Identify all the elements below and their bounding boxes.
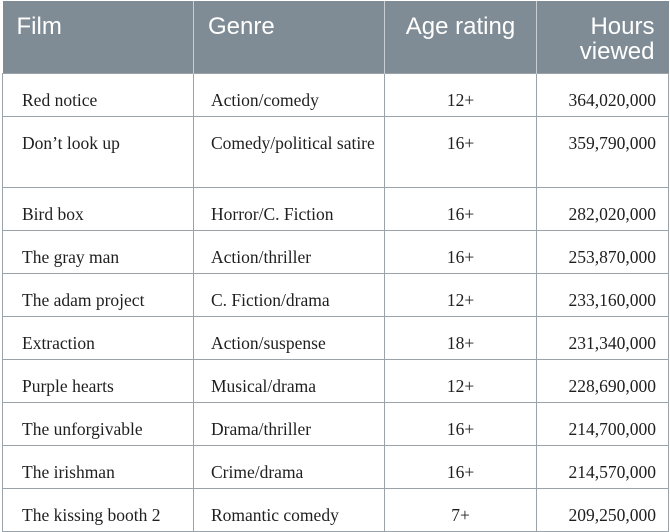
film-cell: The kissing booth 2 <box>2 488 194 532</box>
age-rating-cell: 12+ <box>384 273 537 317</box>
genre-cell: Romantic comedy <box>193 488 385 532</box>
table-row: Bird box Horror/C. Fiction 16+ 282,020,0… <box>2 187 669 231</box>
table-body: Red notice Action/comedy 12+ 364,020,000… <box>2 73 669 532</box>
age-rating-cell: 16+ <box>384 116 537 188</box>
age-rating-cell: 12+ <box>384 359 537 403</box>
hours-viewed-cell: 233,160,000 <box>536 273 669 317</box>
column-header-age-rating: Age rating <box>384 1 537 74</box>
table-row: The adam project C. Fiction/drama 12+ 23… <box>2 273 669 317</box>
hours-viewed-cell: 253,870,000 <box>536 230 669 274</box>
film-cell: The gray man <box>2 230 194 274</box>
table-row: Red notice Action/comedy 12+ 364,020,000 <box>2 73 669 117</box>
hours-viewed-cell: 214,570,000 <box>536 445 669 489</box>
genre-cell: C. Fiction/drama <box>193 273 385 317</box>
column-header-film: Film <box>2 1 194 74</box>
genre-cell: Musical/drama <box>193 359 385 403</box>
film-cell: Red notice <box>2 73 194 117</box>
genre-cell: Crime/drama <box>193 445 385 489</box>
genre-cell: Horror/C. Fiction <box>193 187 385 231</box>
genre-cell: Action/suspense <box>193 316 385 360</box>
genre-cell: Action/comedy <box>193 73 385 117</box>
age-rating-cell: 16+ <box>384 402 537 446</box>
table-row: Don’t look up Comedy/political satire 16… <box>2 116 669 188</box>
table-row: The kissing booth 2 Romantic comedy 7+ 2… <box>2 488 669 532</box>
age-rating-cell: 16+ <box>384 187 537 231</box>
header-row: Film Genre Age rating Hours viewed <box>2 1 669 74</box>
table-row: Extraction Action/suspense 18+ 231,340,0… <box>2 316 669 360</box>
film-cell: The adam project <box>2 273 194 317</box>
film-cell: Purple hearts <box>2 359 194 403</box>
film-cell: Don’t look up <box>2 116 194 188</box>
table-header: Film Genre Age rating Hours viewed <box>2 1 669 74</box>
column-header-genre: Genre <box>193 1 385 74</box>
table-row: Purple hearts Musical/drama 12+ 228,690,… <box>2 359 669 403</box>
hours-viewed-cell: 364,020,000 <box>536 73 669 117</box>
table-row: The unforgivable Drama/thriller 16+ 214,… <box>2 402 669 446</box>
hours-viewed-cell: 228,690,000 <box>536 359 669 403</box>
age-rating-cell: 18+ <box>384 316 537 360</box>
hours-viewed-cell: 231,340,000 <box>536 316 669 360</box>
film-cell: The unforgivable <box>2 402 194 446</box>
genre-cell: Drama/thriller <box>193 402 385 446</box>
age-rating-cell: 12+ <box>384 73 537 117</box>
genre-cell: Action/thriller <box>193 230 385 274</box>
film-cell: The irishman <box>2 445 194 489</box>
genre-cell: Comedy/political satire <box>193 116 385 188</box>
hours-viewed-cell: 209,250,000 <box>536 488 669 532</box>
hours-viewed-cell: 282,020,000 <box>536 187 669 231</box>
hours-viewed-cell: 359,790,000 <box>536 116 669 188</box>
age-rating-cell: 7+ <box>384 488 537 532</box>
age-rating-cell: 16+ <box>384 230 537 274</box>
table-row: The gray man Action/thriller 16+ 253,870… <box>2 230 669 274</box>
hours-viewed-header-line1: Hours <box>590 13 655 40</box>
hours-viewed-cell: 214,700,000 <box>536 402 669 446</box>
hours-viewed-header-line2: viewed <box>579 38 655 65</box>
film-cell: Bird box <box>2 187 194 231</box>
table-row: The irishman Crime/drama 16+ 214,570,000 <box>2 445 669 489</box>
column-header-hours-viewed: Hours viewed <box>536 1 669 74</box>
age-rating-cell: 16+ <box>384 445 537 489</box>
film-cell: Extraction <box>2 316 194 360</box>
